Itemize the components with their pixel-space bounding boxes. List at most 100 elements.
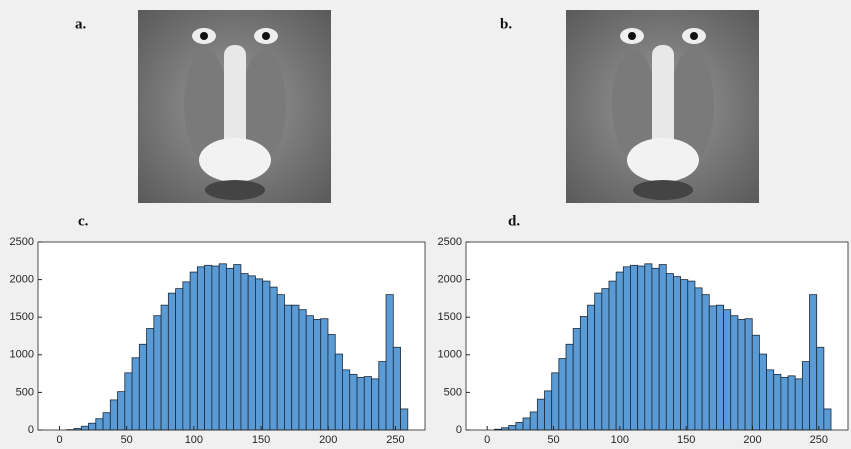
bar (522, 417, 531, 431)
bar (385, 294, 394, 431)
x-tick-label: 0 (484, 434, 490, 446)
bar (320, 318, 329, 431)
bar (508, 425, 517, 431)
bar (313, 319, 322, 431)
bar (363, 376, 372, 431)
bar (773, 373, 782, 431)
bar (701, 294, 710, 431)
bar (751, 334, 760, 431)
y-tick-label: 1000 (438, 349, 462, 361)
x-tick-label: 200 (319, 434, 337, 446)
bar (601, 288, 610, 431)
bar (342, 369, 351, 431)
bar (233, 264, 242, 431)
bar (225, 267, 235, 431)
bar (255, 278, 264, 431)
bar (392, 346, 401, 431)
panel-label: b. (500, 16, 512, 32)
y-tick-label: 2000 (10, 274, 34, 286)
x-tick-label: 150 (252, 434, 270, 446)
bar (615, 271, 624, 431)
bar (644, 263, 653, 431)
bar (687, 280, 696, 431)
bar (204, 264, 213, 431)
bar (117, 391, 126, 431)
bar (801, 361, 810, 431)
panel-label: a. (75, 16, 87, 32)
bar (240, 273, 249, 431)
bar (284, 304, 293, 431)
x-tick-label: 250 (810, 434, 828, 446)
bar (673, 276, 682, 431)
bar (102, 412, 111, 431)
bar (211, 265, 220, 431)
bar (780, 376, 789, 431)
bar (298, 309, 307, 431)
bar (630, 264, 639, 431)
y-tick-label: 2000 (438, 274, 462, 286)
bar (544, 390, 553, 431)
x-tick-label: 0 (56, 434, 62, 446)
bar (305, 315, 314, 431)
bar (167, 292, 176, 431)
bar (80, 425, 89, 431)
bar (276, 294, 285, 431)
bar (744, 318, 753, 431)
bar (608, 280, 617, 431)
bar (572, 328, 581, 431)
bar (787, 375, 796, 431)
bar (262, 280, 271, 431)
image-b (566, 10, 759, 203)
bar (737, 319, 746, 431)
bar (131, 357, 140, 431)
bar (269, 286, 278, 431)
bar (766, 369, 775, 431)
bar (356, 376, 365, 431)
bar (218, 263, 227, 431)
bar (622, 266, 631, 431)
bar (579, 316, 588, 431)
bar (247, 275, 256, 431)
y-tick-label: 0 (456, 424, 462, 436)
bar (637, 265, 646, 431)
panel-label: d. (508, 213, 520, 229)
y-tick-label: 1500 (438, 311, 462, 323)
bar (794, 378, 803, 431)
bar (175, 288, 184, 431)
x-tick-label: 100 (185, 434, 203, 446)
bar (565, 343, 574, 431)
y-tick-label: 2500 (10, 236, 34, 248)
y-tick-label: 1000 (10, 349, 34, 361)
bar (658, 264, 667, 431)
bar (730, 315, 739, 431)
y-tick-label: 500 (444, 386, 462, 398)
bar (594, 292, 603, 431)
axes-box (465, 241, 849, 431)
bar (334, 353, 343, 431)
bar (823, 408, 832, 431)
bar (723, 309, 732, 431)
bar (809, 294, 818, 431)
x-tick-label: 100 (611, 434, 629, 446)
bar (651, 267, 660, 431)
bar (529, 411, 538, 431)
bar (515, 422, 524, 431)
bar (694, 287, 703, 431)
y-tick-label: 2500 (438, 236, 462, 248)
y-tick-label: 0 (28, 424, 34, 436)
bar (146, 328, 155, 431)
bar (378, 361, 387, 431)
bar (138, 343, 147, 431)
bar (587, 304, 596, 431)
bar (558, 358, 567, 431)
x-tick-label: 250 (386, 434, 404, 446)
x-tick-label: 50 (547, 434, 559, 446)
bar (124, 372, 133, 431)
bar (708, 305, 717, 431)
bar (400, 408, 409, 431)
bar (182, 281, 191, 431)
bar (758, 353, 767, 431)
y-tick-label: 500 (16, 386, 34, 398)
